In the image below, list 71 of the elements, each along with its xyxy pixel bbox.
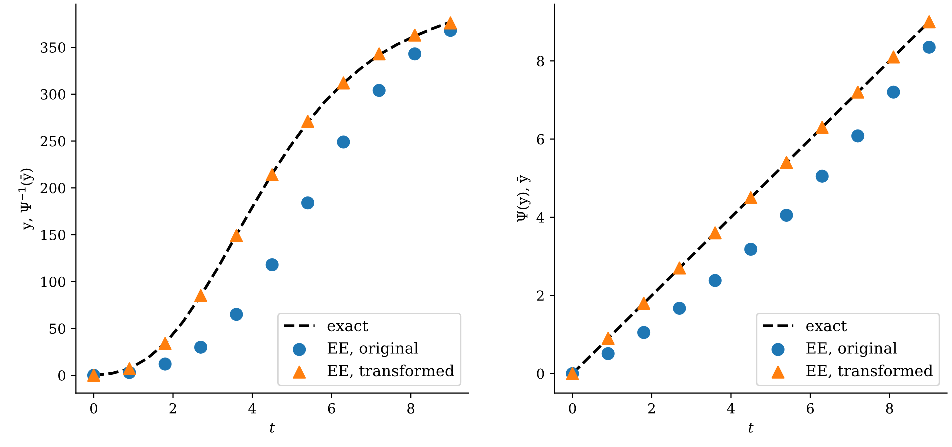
legend-label: exact <box>328 320 368 332</box>
legend-label: EE, transformed <box>806 364 934 379</box>
point <box>302 115 315 128</box>
y-tick-label: 250 <box>40 136 66 147</box>
x-axis-title: t <box>270 423 276 433</box>
point <box>123 362 136 376</box>
y-tick-label: 350 <box>40 42 66 54</box>
y-tick-label: 2 <box>537 290 544 301</box>
point <box>602 347 615 360</box>
point <box>266 258 279 272</box>
point <box>922 40 936 54</box>
point <box>194 289 208 302</box>
point <box>266 168 279 182</box>
y-tick-label: 8 <box>537 56 544 67</box>
point <box>302 196 315 210</box>
y-tick-label: 50 <box>50 324 66 334</box>
point <box>673 262 686 275</box>
legend-label: EE, transformed <box>328 364 454 379</box>
point <box>230 308 244 322</box>
point <box>922 16 936 29</box>
y-tick-label: 4 <box>536 212 544 223</box>
point <box>708 226 722 240</box>
x-tick-label: 0 <box>90 403 98 414</box>
y-tick-label: 0 <box>537 368 544 380</box>
point <box>408 28 422 42</box>
x-axis-title: t <box>749 423 754 433</box>
point <box>708 274 722 288</box>
point <box>887 86 900 99</box>
legend-label: EE, original <box>806 342 898 358</box>
point <box>230 229 244 242</box>
y-tick-label: 0 <box>58 370 66 382</box>
x-tick-label: 4 <box>727 403 735 414</box>
point <box>444 16 458 30</box>
x-tick-label: 8 <box>408 403 415 414</box>
x-tick-label: 8 <box>886 403 894 414</box>
y-tick-label: 6 <box>537 134 544 145</box>
y-axis-title: y, Ψ$^{−1}$(ȳ) <box>18 168 34 230</box>
point <box>602 332 615 346</box>
x-tick-label: 2 <box>648 403 656 414</box>
point <box>194 340 208 354</box>
point <box>673 302 686 316</box>
x-tick-label: 6 <box>328 403 336 414</box>
point <box>744 243 758 256</box>
legend-label: EE, original <box>328 342 419 358</box>
x-tick-label: 4 <box>248 403 256 414</box>
y-tick-label: 300 <box>40 89 66 100</box>
point <box>780 209 794 222</box>
point <box>158 358 172 371</box>
x-tick-label: 0 <box>569 403 576 414</box>
point <box>408 48 422 61</box>
y-tick-label: 150 <box>42 230 66 240</box>
point <box>638 326 651 340</box>
x-tick-label: 2 <box>170 403 176 414</box>
point <box>816 170 829 183</box>
point <box>337 76 350 90</box>
point <box>372 48 386 61</box>
point <box>158 337 172 350</box>
point <box>852 86 865 99</box>
legend-label: exact <box>806 320 848 332</box>
y-axis-title: Ψ(y), ȳ <box>517 175 531 222</box>
point <box>638 296 651 310</box>
x-tick-label: 6 <box>807 403 814 414</box>
point <box>372 84 386 98</box>
point <box>852 130 865 143</box>
point <box>887 50 900 64</box>
y-tick-label: 200 <box>40 183 66 194</box>
point <box>744 191 758 204</box>
y-tick-label: 100 <box>42 276 66 288</box>
point <box>780 156 794 170</box>
point <box>337 136 350 149</box>
point <box>816 121 829 134</box>
